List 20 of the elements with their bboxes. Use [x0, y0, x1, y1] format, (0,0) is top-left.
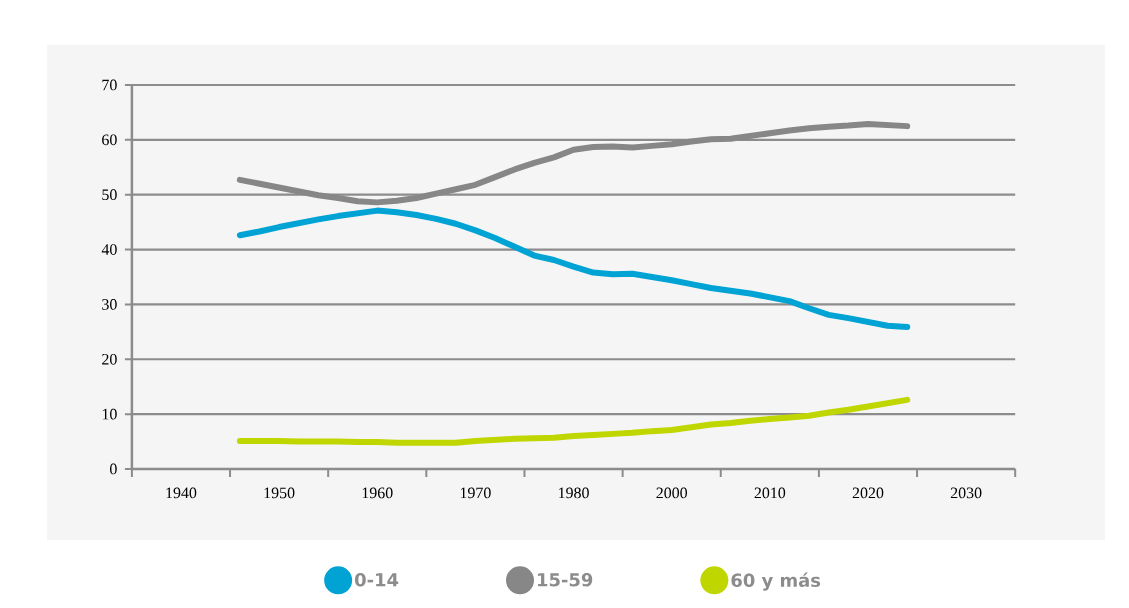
x-tick-label: 1970	[460, 487, 491, 499]
y-tick-label: 70	[102, 79, 117, 91]
x-tick-label: 2010	[754, 487, 786, 499]
y-tick-label: 30	[102, 299, 117, 310]
x-tick-label: 2020	[852, 487, 884, 499]
legend-label: 15-59	[538, 572, 593, 587]
x-tick-label: 1980	[559, 487, 589, 499]
x-tick-label: 1950	[264, 487, 295, 499]
y-tick-label: 10	[102, 408, 117, 420]
legend-label: 60 y más	[731, 572, 821, 591]
x-tick-label: 1940	[166, 487, 197, 499]
y-tick-label: 50	[102, 189, 117, 201]
x-tick-label: 2000	[656, 487, 688, 499]
y-tick-label: 60	[102, 134, 117, 146]
y-tick-label: 20	[102, 353, 117, 365]
y-tick-label: 0	[110, 463, 117, 475]
legend-label: 0-14	[355, 572, 399, 587]
y-tick-label: 40	[101, 244, 117, 255]
x-tick-label: 1960	[362, 487, 393, 499]
x-tick-label: 2030	[950, 487, 982, 499]
